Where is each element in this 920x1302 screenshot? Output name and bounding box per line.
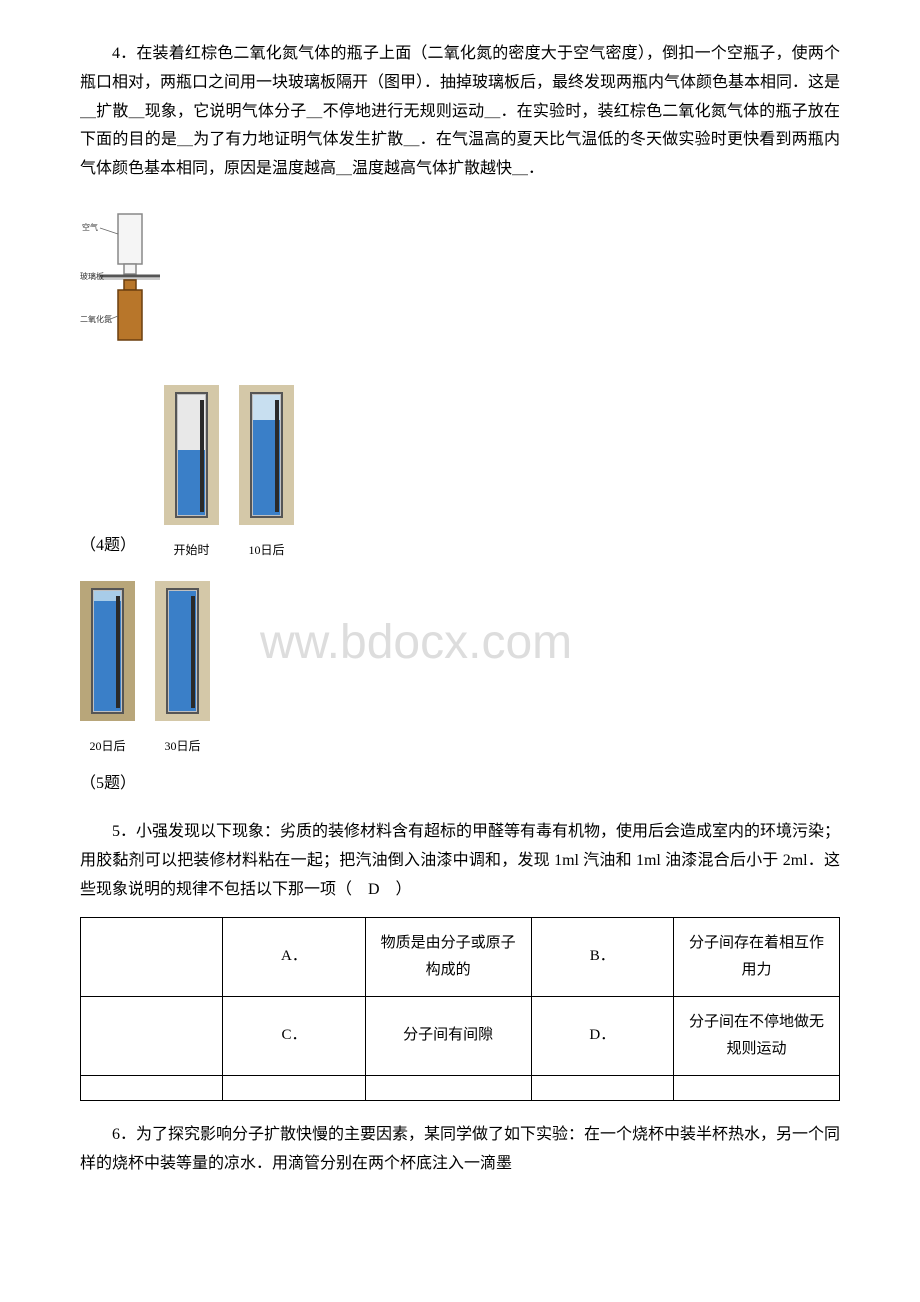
option-a-letter: A． <box>223 917 365 996</box>
tube-label-day20: 20日后 <box>80 736 135 758</box>
tube-day20 <box>80 581 135 721</box>
svg-text:空气: 空气 <box>82 222 98 232</box>
table-cell-empty <box>365 1075 531 1100</box>
tube-day30 <box>155 581 210 721</box>
table-row <box>81 1075 840 1100</box>
question-6-text: 6．为了探究影响分子扩散快慢的主要因素，某同学做了如下实验：在一个烧杯中装半杯热… <box>80 1121 840 1179</box>
table-row: C． 分子间有间隙 D． 分子间在不停地做无规则运动 <box>81 996 840 1075</box>
option-d-text: 分子间在不停地做无规则运动 <box>673 996 839 1075</box>
table-cell-empty <box>531 1075 673 1100</box>
question-5-text: 5．小强发现以下现象：劣质的装修材料含有超标的甲醛等有毒有机物，使用后会造成室内… <box>80 818 840 904</box>
figure-bottle-diagram: 空气 玻璃板 二氧化氮 <box>80 204 840 365</box>
option-b-text: 分子间存在着相互作用力 <box>673 917 839 996</box>
table-cell-empty <box>81 996 223 1075</box>
table-cell-empty <box>81 1075 223 1100</box>
options-table: A． 物质是由分子或原子构成的 B． 分子间存在着相互作用力 C． 分子间有间隙… <box>80 917 840 1101</box>
table-cell-empty <box>673 1075 839 1100</box>
tube-label-start: 开始时 <box>164 540 219 562</box>
figure-5-label: （5题） <box>80 775 136 792</box>
svg-text:二氧化氮: 二氧化氮 <box>80 314 112 324</box>
svg-text:玻璃板: 玻璃板 <box>80 271 104 281</box>
tube-start <box>164 385 219 525</box>
option-b-letter: B． <box>531 917 673 996</box>
tube-day10 <box>239 385 294 525</box>
figure-q4-tubes: （4题） 开始时 10日后 <box>80 385 840 561</box>
table-cell-empty <box>81 917 223 996</box>
option-a-text: 物质是由分子或原子构成的 <box>365 917 531 996</box>
table-cell-empty <box>223 1075 365 1100</box>
option-d-letter: D． <box>531 996 673 1075</box>
option-c-letter: C． <box>223 996 365 1075</box>
tube-label-day30: 30日后 <box>155 736 210 758</box>
bottle-stack-svg: 空气 玻璃板 二氧化氮 <box>80 204 180 354</box>
figure-4-label: （4题） <box>80 532 136 561</box>
question-4-text: 4．在装着红棕色二氧化氮气体的瓶子上面（二氧化氮的密度大于空气密度），倒扣一个空… <box>80 40 840 184</box>
option-c-text: 分子间有间隙 <box>365 996 531 1075</box>
tube-label-day10: 10日后 <box>239 540 294 562</box>
table-row: A． 物质是由分子或原子构成的 B． 分子间存在着相互作用力 <box>81 917 840 996</box>
figure-q5-tubes: 20日后 30日后 （5题） <box>80 581 840 798</box>
